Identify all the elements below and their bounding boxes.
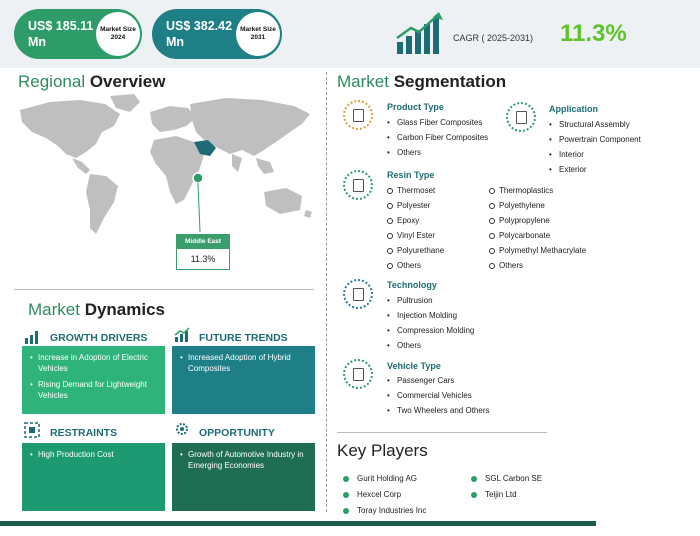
market-size-2031-label: Market Size 2031 <box>236 12 280 56</box>
list-item: Polyurethane <box>387 243 444 258</box>
growth-chart-icon <box>396 12 443 54</box>
list-item: Carbon Fiber Composites <box>387 130 488 145</box>
middle-east-highlight <box>194 140 216 156</box>
list-item: Others <box>489 258 586 273</box>
list-item: Polymethyl Methacrylate <box>489 243 586 258</box>
market-size-2024-value: US$ 185.11 Mn <box>28 19 94 49</box>
resin-type-icon <box>343 170 373 200</box>
gear-icon <box>176 423 188 435</box>
regional-title-part-2: Overview <box>89 72 166 91</box>
cagr-label: CAGR ( 2025-2031) <box>453 33 534 43</box>
list-item: Thermoset <box>387 183 444 198</box>
restraints-box: High Production Cost <box>22 443 165 511</box>
vehicle-type-list: Passenger Cars Commercial Vehicles Two W… <box>387 373 489 418</box>
list-item: Polycarbonate <box>489 228 586 243</box>
player-item: Toray Industries Inc <box>343 503 426 519</box>
growth-drivers-box: Increase in Adoption of Electric Vehicle… <box>22 346 165 414</box>
divider-right <box>337 432 547 433</box>
list-item: Others <box>387 145 488 160</box>
technology-icon <box>343 279 373 309</box>
key-players-list-2: SGL Carbon SE Teijin Ltd <box>471 471 542 503</box>
list-item: Polyethylene <box>489 198 586 213</box>
list-item: Epoxy <box>387 213 444 228</box>
vehicle-type-icon <box>343 359 373 389</box>
list-item: Two Wheelers and Others <box>387 403 489 418</box>
column-divider <box>326 72 327 512</box>
list-item: Compression Molding <box>387 323 474 338</box>
player-item: Hexcel Corp <box>343 487 426 503</box>
market-size-2031-value: US$ 382.42 Mn <box>166 19 233 49</box>
middle-east-callout: Middle East 11.3% <box>176 234 230 270</box>
header-bar: US$ 185.11 Mn Market Size 2024 US$ 382.4… <box>0 0 700 68</box>
market-size-2031-pill: US$ 382.42 Mn Market Size 2031 <box>152 9 282 59</box>
footer-bar <box>0 521 596 526</box>
restraint-item: High Production Cost <box>30 449 157 460</box>
list-item: Exterior <box>549 162 641 177</box>
segmentation-title-part-1: Market <box>337 72 394 91</box>
future-trends-box: Increased Adoption of Hybrid Composites <box>172 346 315 414</box>
opportunity-heading: OPPORTUNITY <box>199 427 275 439</box>
list-item: Others <box>387 338 474 353</box>
application-list: Structural Assembly Powertrain Component… <box>549 117 641 177</box>
product-type-heading: Product Type <box>387 102 444 112</box>
growth-driver-item: Rising Demand for Lightweight Vehicles <box>30 379 157 401</box>
application-heading: Application <box>549 104 598 114</box>
resin-type-list-2: Thermoplastics Polyethylene Polypropylen… <box>489 183 586 273</box>
product-type-icon <box>343 100 373 130</box>
middle-east-marker <box>192 172 204 184</box>
list-item: Commercial Vehicles <box>387 388 489 403</box>
cagr-value: 11.3% <box>560 20 627 47</box>
list-item: Thermoplastics <box>489 183 586 198</box>
list-item: Interior <box>549 147 641 162</box>
growth-driver-item: Increase in Adoption of Electric Vehicle… <box>30 352 157 374</box>
opportunity-item: Growth of Automotive Industry in Emergin… <box>180 449 307 471</box>
resin-type-list-1: Thermoset Polyester Epoxy Vinyl Ester Po… <box>387 183 444 273</box>
list-item: Glass Fiber Composites <box>387 115 488 130</box>
list-item: Others <box>387 258 444 273</box>
market-size-2024-pill: US$ 185.11 Mn Market Size 2024 <box>14 9 142 59</box>
world-map <box>20 94 312 234</box>
restraint-icon <box>24 422 40 438</box>
list-item: Structural Assembly <box>549 117 641 132</box>
application-icon <box>506 102 536 132</box>
player-item: SGL Carbon SE <box>471 471 542 487</box>
restraints-heading: RESTRAINTS <box>50 427 118 439</box>
list-item: Powertrain Component <box>549 132 641 147</box>
list-item: Injection Molding <box>387 308 474 323</box>
player-item: Gurit Holding AG <box>343 471 426 487</box>
player-item: Teijin Ltd <box>471 487 542 503</box>
segmentation-title-part-2: Segmentation <box>393 72 507 91</box>
region-value: 11.3% <box>190 254 216 264</box>
opportunity-box: Growth of Automotive Industry in Emergin… <box>172 443 315 511</box>
vehicle-type-heading: Vehicle Type <box>387 361 441 371</box>
regional-title-part-1: Regional <box>18 72 90 91</box>
list-item: Passenger Cars <box>387 373 489 388</box>
future-trend-item: Increased Adoption of Hybrid Composites <box>180 352 307 374</box>
regional-overview-title: Regional Overview <box>18 72 165 92</box>
technology-heading: Technology <box>387 280 437 290</box>
dynamics-title-part-1: Market <box>28 300 85 319</box>
bar-chart-icon <box>25 331 38 344</box>
technology-list: Pultrusion Injection Molding Compression… <box>387 293 474 353</box>
divider-left <box>14 289 314 290</box>
product-type-list: Glass Fiber Composites Carbon Fiber Comp… <box>387 115 488 160</box>
list-item: Polyester <box>387 198 444 213</box>
market-segmentation-title: Market Segmentation <box>337 72 506 92</box>
region-label: Middle East <box>177 235 229 249</box>
future-trends-heading: FUTURE TRENDS <box>199 332 288 344</box>
list-item: Vinyl Ester <box>387 228 444 243</box>
trend-chart-icon <box>174 327 190 342</box>
dynamics-title-part-2: Dynamics <box>84 300 166 319</box>
resin-type-heading: Resin Type <box>387 170 435 180</box>
growth-drivers-heading: GROWTH DRIVERS <box>50 332 148 344</box>
list-item: Polypropylene <box>489 213 586 228</box>
market-dynamics-title: Market Dynamics <box>28 300 165 320</box>
key-players-list-1: Gurit Holding AG Hexcel Corp Toray Indus… <box>343 471 426 519</box>
market-size-2024-label: Market Size 2024 <box>96 12 140 56</box>
list-item: Pultrusion <box>387 293 474 308</box>
key-players-title: Key Players <box>337 441 428 460</box>
